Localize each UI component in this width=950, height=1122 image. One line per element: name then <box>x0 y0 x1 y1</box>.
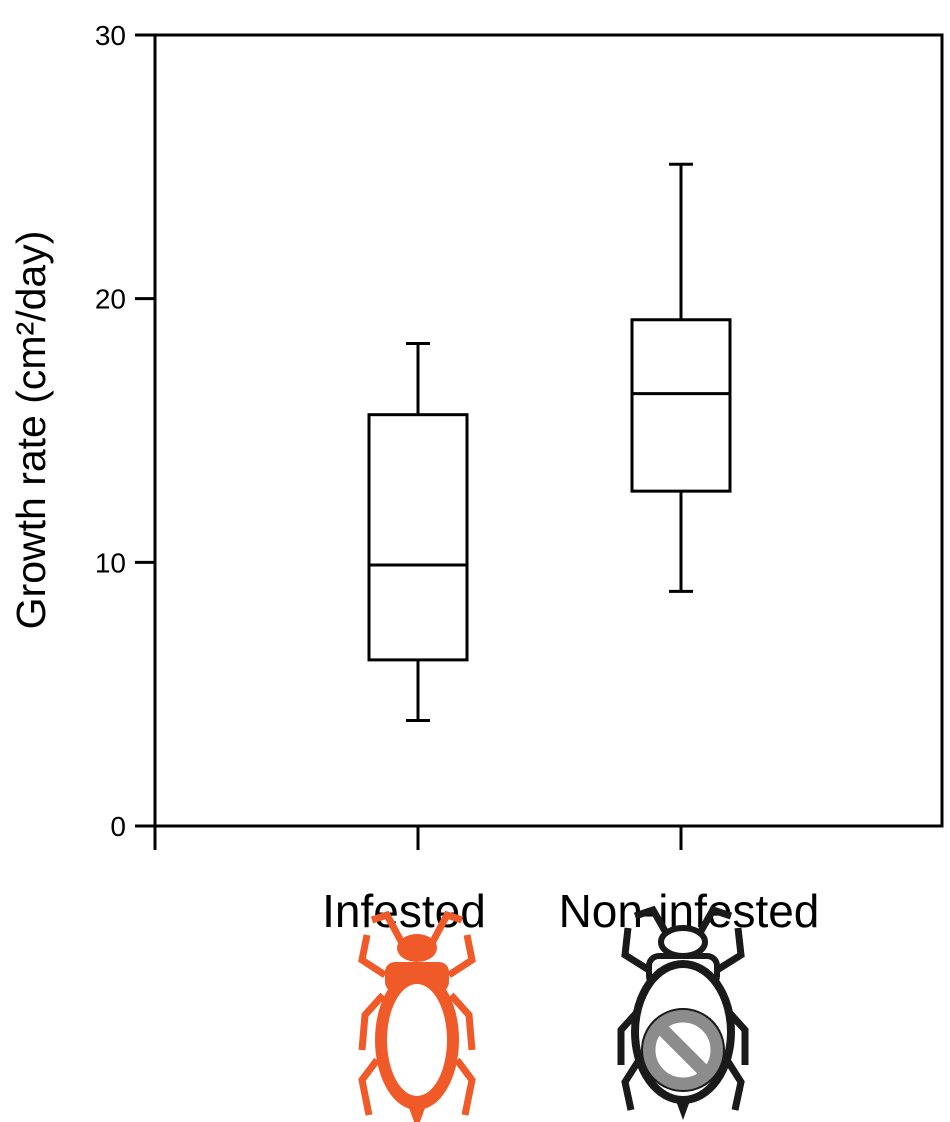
y-tick-label: 20 <box>95 284 126 315</box>
y-tick-label: 0 <box>110 811 126 842</box>
box-iqr <box>630 318 732 493</box>
y-tick-label: 30 <box>95 20 126 51</box>
plot-frame <box>153 33 944 828</box>
y-tick-label: 10 <box>95 547 126 578</box>
box-infested <box>367 341 469 723</box>
box-group <box>367 162 732 723</box>
box-iqr <box>367 413 469 662</box>
aphid-icon <box>358 910 476 1122</box>
x-axis-ticks <box>416 826 683 850</box>
box-non-infested <box>630 162 732 593</box>
no-sign-icon <box>641 1008 725 1092</box>
x-category-label-infested: Infested <box>322 885 486 937</box>
y-axis-title: Growth rate (cm²/day) <box>8 231 54 630</box>
y-axis-ticks: 0 10 20 30 <box>95 20 155 842</box>
aphid-crossed-icon <box>617 905 749 1120</box>
